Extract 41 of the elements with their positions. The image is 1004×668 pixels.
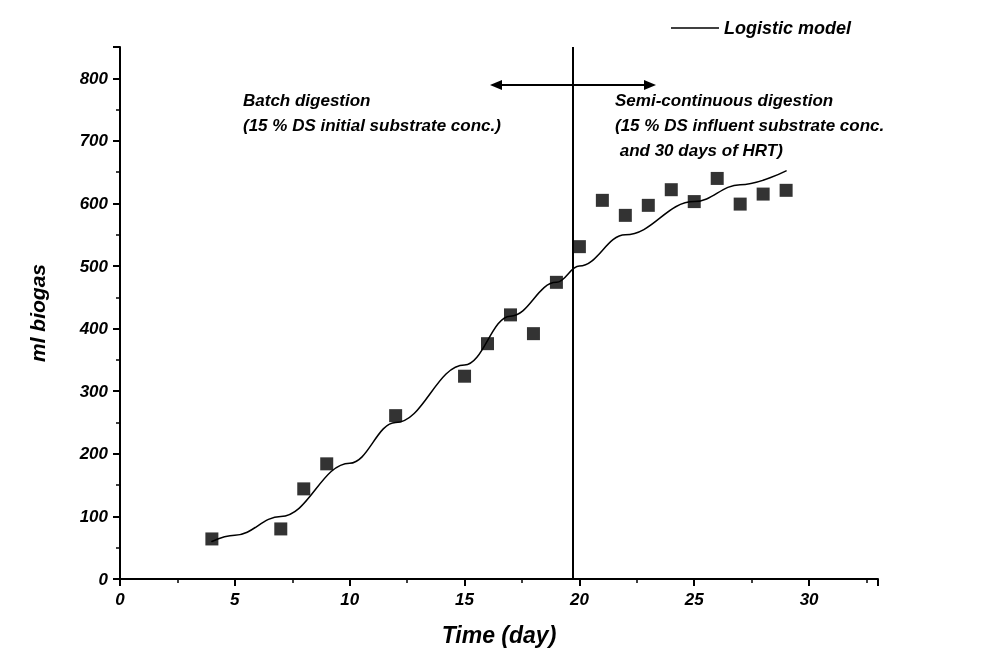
y-tick-label: 600 — [79, 193, 109, 213]
point — [503, 308, 517, 322]
x-tick-label: 25 — [683, 590, 705, 609]
point — [205, 532, 219, 546]
point — [549, 275, 563, 289]
y-tick-label: 0 — [98, 569, 109, 589]
point — [481, 337, 495, 351]
point — [779, 183, 793, 197]
point — [572, 240, 586, 254]
point — [595, 193, 609, 207]
annotation: Batch digestion (15 % DS initial substrate conc.) — [243, 91, 502, 135]
point — [274, 522, 288, 536]
x-tick-label: 5 — [230, 590, 241, 609]
point — [458, 369, 472, 383]
point — [756, 187, 770, 201]
annotation: Semi-continuous digestion (15 % DS influent substrate conc. and 30 days of HRT) — [615, 91, 885, 160]
x-axis-title: Time (day) — [441, 621, 557, 648]
x-tick-label: 0 — [115, 590, 126, 609]
point — [687, 195, 701, 209]
point — [618, 208, 632, 222]
point — [733, 197, 747, 211]
y-tick-label: 100 — [79, 506, 109, 526]
y-tick-label: 200 — [78, 444, 109, 464]
x-tick-label: 10 — [340, 590, 360, 609]
y-tick-label: 300 — [79, 381, 109, 401]
point — [641, 198, 655, 212]
y-tick-label: 800 — [79, 68, 109, 88]
x-tick-label: 30 — [799, 590, 820, 609]
y-axis-title: ml biogas — [26, 263, 49, 363]
point — [710, 171, 724, 185]
y-tick-label: 400 — [78, 319, 109, 339]
point — [320, 457, 334, 471]
point — [664, 183, 678, 197]
y-tick-label: 700 — [79, 131, 109, 151]
x-tick-label: 20 — [568, 590, 590, 609]
point — [297, 482, 311, 496]
point — [389, 409, 403, 423]
point — [526, 327, 540, 341]
x-tick-label: 15 — [455, 590, 475, 609]
y-tick-label: 500 — [79, 256, 109, 276]
legend-label: Logistic model — [723, 18, 852, 38]
